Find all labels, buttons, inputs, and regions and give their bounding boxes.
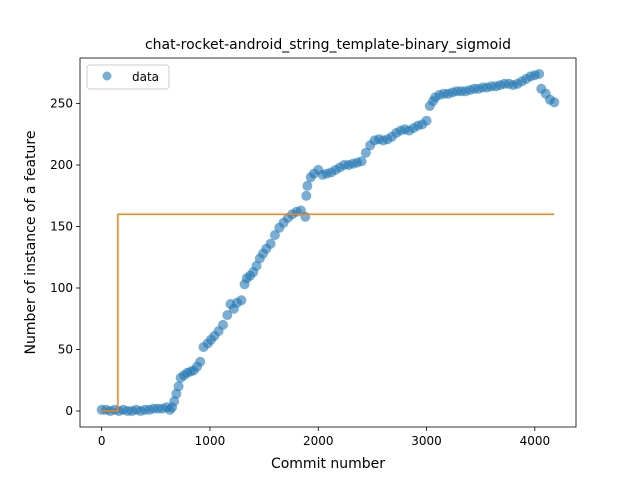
axis-ticks: 0 1000 2000 3000 4000 0 50 100 150 200 250 — [50, 97, 550, 448]
legend-marker-data — [102, 71, 112, 81]
x-tick-label: 4000 — [520, 434, 551, 448]
x-tick-label: 3000 — [411, 434, 442, 448]
data-point — [301, 190, 312, 201]
x-tick-label: 1000 — [195, 434, 226, 448]
chart-title: chat-rocket-android_string_template-bina… — [145, 37, 511, 53]
data-point — [534, 69, 545, 79]
plot-area — [96, 69, 560, 416]
data-point — [549, 97, 560, 108]
data-point — [195, 356, 206, 367]
data-point — [360, 147, 371, 158]
y-tick-label: 250 — [50, 97, 73, 111]
data-point — [265, 238, 276, 249]
x-tick-label: 0 — [98, 434, 106, 448]
data-point — [302, 180, 313, 191]
data-point — [222, 310, 233, 321]
data-point — [300, 211, 311, 222]
x-axis-label: Commit number — [271, 456, 385, 472]
y-tick-label: 100 — [50, 281, 73, 295]
y-tick-label: 0 — [65, 404, 73, 418]
axes-frame — [79, 57, 577, 428]
data-point — [218, 319, 228, 330]
legend-box — [86, 64, 170, 90]
data-point — [173, 381, 184, 392]
fit-line — [101, 213, 555, 412]
y-tick-label: 50 — [58, 343, 73, 357]
data-point — [269, 230, 280, 241]
legend-label-data: data — [132, 70, 159, 84]
x-tick-label: 2000 — [303, 434, 334, 448]
y-tick-label: 150 — [50, 220, 73, 234]
data-point — [356, 156, 367, 167]
data-point — [421, 115, 432, 126]
data-point — [236, 295, 247, 306]
y-axis-label: Number of instance of a feature — [23, 131, 39, 355]
y-tick-label: 200 — [50, 158, 73, 172]
legend: data — [86, 64, 170, 90]
